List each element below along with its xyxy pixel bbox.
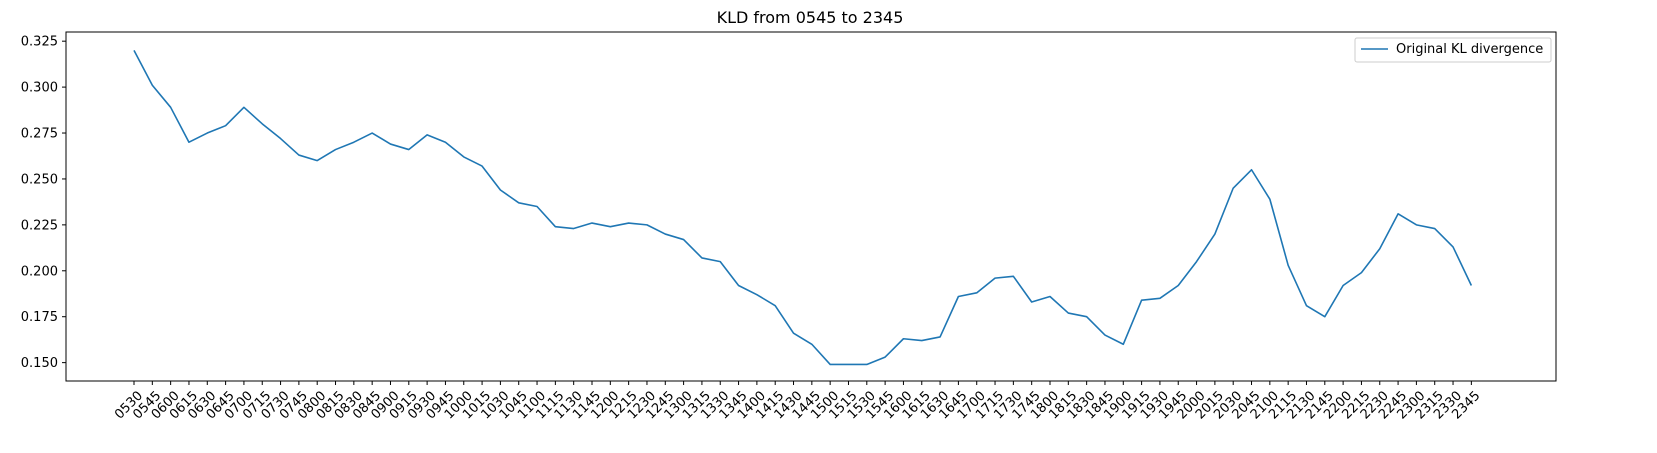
y-tick-label: 0.325: [21, 35, 58, 50]
y-tick-label: 0.275: [21, 127, 58, 142]
legend-label: Original KL divergence: [1396, 42, 1543, 57]
y-tick-label: 0.250: [21, 172, 58, 187]
y-tick-label: 0.175: [21, 310, 58, 325]
y-axis: 0.150 0.175 0.200 0.225 0.250 0.275 0.300 0.325: [21, 35, 66, 371]
y-tick-label: 0.200: [21, 264, 58, 279]
series-line-0: [133, 49, 1473, 366]
series-layer: [133, 49, 1473, 366]
y-tick-label: 0.150: [21, 356, 58, 371]
chart-title: KLD from 0545 to 2345: [717, 8, 904, 27]
legend: Original KL divergence: [1354, 37, 1552, 63]
legend-box: [1354, 37, 1552, 63]
y-tick-label: 0.225: [21, 218, 58, 233]
x-axis: 0530054506000615063006450700071507300745…: [112, 381, 1483, 422]
plot-area-frame: [65, 31, 1557, 382]
y-tick-label: 0.300: [21, 81, 58, 96]
